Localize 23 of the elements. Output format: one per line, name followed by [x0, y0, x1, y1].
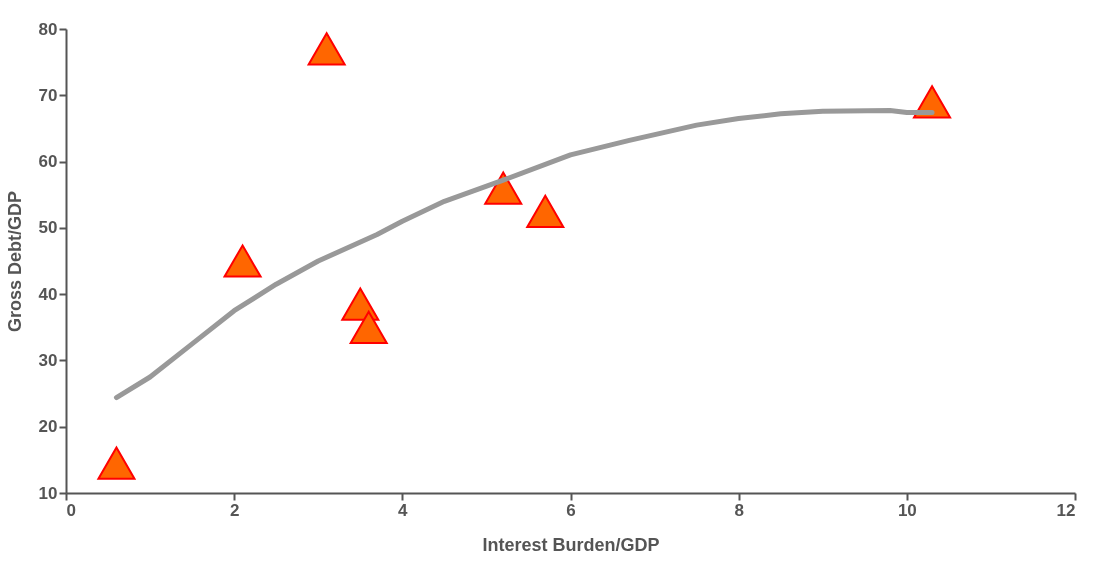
y-tick-label: 70: [38, 85, 58, 105]
y-tick-label: 20: [38, 417, 58, 437]
y-tick-label: 60: [38, 152, 58, 172]
x-tick-label: 4: [398, 500, 409, 520]
y-tick-label: 30: [38, 350, 58, 370]
x-tick-label: 12: [1056, 500, 1076, 520]
y-tick-label: 80: [38, 19, 58, 39]
y-tick-label: 40: [38, 284, 58, 304]
point: [307, 32, 346, 66]
x-tick-label: 2: [229, 500, 240, 520]
x-tick-label: 10: [897, 500, 917, 520]
x-tick-label: 0: [66, 500, 76, 520]
point: [223, 244, 262, 278]
y-tick-label: 50: [38, 218, 58, 238]
y-tick-label: 10: [38, 483, 58, 503]
point: [484, 171, 523, 205]
point: [349, 310, 388, 344]
x-tick-label: 8: [734, 500, 744, 520]
x-tick-label: 6: [566, 500, 576, 520]
point: [97, 446, 136, 480]
y-axis-title: Gross Debt/GDP: [4, 190, 25, 333]
x-axis-title: Interest Burden/GDP: [482, 534, 660, 555]
point: [526, 194, 565, 228]
